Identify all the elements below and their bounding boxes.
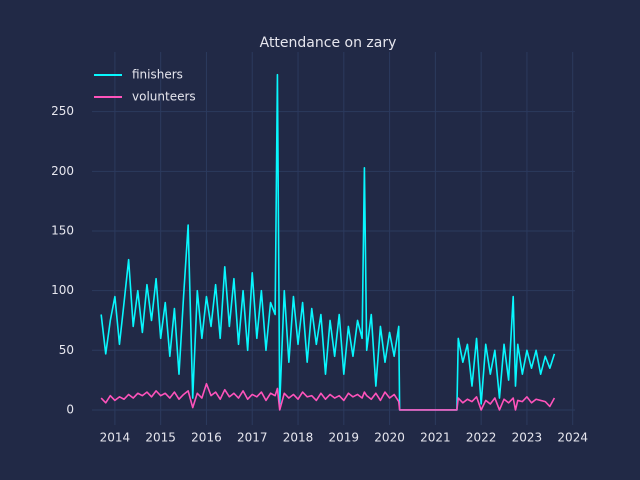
legend-label: volunteers — [132, 90, 196, 104]
x-tick-label: 2024 — [557, 431, 588, 445]
x-tick-label: 2020 — [374, 431, 405, 445]
series-line — [100, 382, 556, 411]
y-tick-label: 250 — [51, 104, 74, 118]
x-tick-label: 2016 — [191, 431, 222, 445]
y-tick-label: 100 — [51, 283, 74, 297]
x-tick-label: 2021 — [420, 431, 451, 445]
y-tick-label: 150 — [51, 223, 74, 237]
x-tick-label: 2018 — [283, 431, 314, 445]
series-line — [100, 73, 556, 411]
x-tick-label: 2015 — [145, 431, 176, 445]
x-tick-label: 2022 — [466, 431, 497, 445]
x-tick-label: 2023 — [512, 431, 543, 445]
y-tick-label: 50 — [59, 343, 74, 357]
y-tick-label: 200 — [51, 164, 74, 178]
chart-title: Attendance on zary — [260, 35, 397, 51]
x-tick-label: 2014 — [100, 431, 131, 445]
y-tick-label: 0 — [66, 402, 74, 416]
x-tick-label: 2017 — [237, 431, 268, 445]
legend-label: finishers — [132, 68, 183, 82]
x-tick-label: 2019 — [329, 431, 360, 445]
